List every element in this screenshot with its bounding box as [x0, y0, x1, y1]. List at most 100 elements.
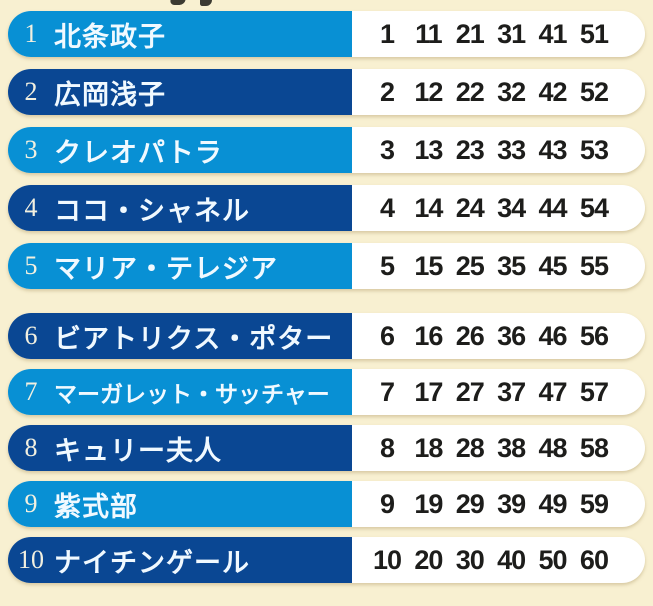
row-name-label: 7 マーガレット・サッチャー [8, 369, 352, 415]
number-cells: 7 17 27 37 47 57 [352, 369, 645, 415]
number-cell: 21 [455, 18, 485, 49]
number-cell: 33 [497, 134, 526, 165]
number-cell: 49 [538, 488, 568, 519]
row-rank: 4 [24, 193, 38, 222]
row-name: マリア・テレジア [54, 253, 278, 284]
number-cell: 17 [414, 376, 443, 407]
number-cells: 10 20 30 40 50 60 [352, 537, 645, 583]
number-cell: 35 [497, 250, 526, 281]
number-cell: 12 [414, 76, 443, 107]
row-name-label: 6 ビアトリクス・ポター [8, 313, 352, 359]
number-cells: 9 19 29 39 49 59 [352, 481, 645, 527]
number-cell: 24 [455, 192, 485, 223]
number-cell: 47 [538, 376, 568, 407]
number-cell: 7 [379, 376, 395, 407]
number-cell: 2 [379, 76, 395, 107]
number-cell: 36 [497, 320, 526, 351]
number-cell: 30 [455, 544, 485, 575]
row-rank: 3 [24, 135, 38, 164]
number-cells: 5 15 25 35 45 55 [352, 243, 645, 289]
row-name: クレオパトラ [54, 137, 223, 168]
number-cell: 37 [497, 376, 526, 407]
table-row: 4 14 24 34 44 54 4 ココ・シャネル [8, 185, 645, 231]
number-cell: 19 [414, 488, 443, 519]
row-name: ナイチンゲール [54, 547, 250, 578]
number-cell: 58 [579, 432, 609, 463]
cropped-glyph-mark [169, 0, 186, 5]
row-name: 北条政子 [54, 21, 166, 52]
number-cells: 3 13 23 33 43 53 [352, 127, 645, 173]
row-name: マーガレット・サッチャー [54, 381, 330, 407]
row-name-label: 4 ココ・シャネル [8, 185, 352, 231]
number-cell: 28 [455, 432, 485, 463]
number-cell: 48 [538, 432, 568, 463]
row-name-label: 1 北条政子 [8, 11, 352, 57]
number-cell: 25 [455, 250, 485, 281]
number-cells: 4 14 24 34 44 54 [352, 185, 645, 231]
row-name-label: 10 ナイチンゲール [8, 537, 352, 583]
row-name-label: 3 クレオパトラ [8, 127, 352, 173]
row-rank: 10 [18, 545, 44, 574]
number-cell: 1 [379, 18, 395, 49]
number-cells: 2 12 22 32 42 52 [352, 69, 645, 115]
row-name: ココ・シャネル [54, 195, 250, 226]
number-cells: 1 11 21 31 41 51 [352, 11, 645, 57]
number-cell: 15 [414, 250, 443, 281]
number-cell: 22 [455, 76, 485, 107]
number-cell: 60 [579, 544, 609, 575]
row-name: キュリー夫人 [54, 435, 222, 466]
table-row: 7 17 27 37 47 57 7 マーガレット・サッチャー [8, 369, 645, 415]
number-cells: 6 16 26 36 46 56 [352, 313, 645, 359]
number-cell: 18 [414, 432, 443, 463]
row-name-label: 2 広岡浅子 [8, 69, 352, 115]
number-cell: 43 [538, 134, 568, 165]
table-row: 8 18 28 38 48 58 8 キュリー夫人 [8, 425, 645, 471]
number-cell: 57 [579, 376, 609, 407]
number-cell: 10 [372, 544, 402, 575]
number-cell: 32 [497, 76, 526, 107]
number-cell: 44 [538, 192, 568, 223]
number-cell: 14 [414, 192, 443, 223]
number-cell: 34 [497, 192, 526, 223]
number-cell: 54 [579, 192, 609, 223]
row-rank: 2 [24, 77, 38, 106]
number-cell: 39 [497, 488, 526, 519]
row-name: 紫式部 [54, 491, 138, 522]
table-row: 2 12 22 32 42 52 2 広岡浅子 [8, 69, 645, 115]
number-cell: 42 [538, 76, 568, 107]
row-rank: 9 [24, 489, 38, 518]
row-rank: 7 [24, 377, 38, 406]
number-cell: 52 [579, 76, 609, 107]
cropped-glyph-mark [200, 0, 212, 6]
row-rank: 8 [24, 433, 38, 462]
row-name-label: 9 紫式部 [8, 481, 352, 527]
row-name-label: 5 マリア・テレジア [8, 243, 352, 289]
number-cell: 11 [415, 18, 443, 49]
row-name: 広岡浅子 [54, 79, 166, 110]
number-cell: 20 [414, 544, 443, 575]
row-rank: 1 [24, 19, 38, 48]
table-row: 1 11 21 31 41 51 1 北条政子 [8, 11, 645, 57]
table-row: 5 15 25 35 45 55 5 マリア・テレジア [8, 243, 645, 289]
number-cell: 3 [379, 134, 395, 165]
table-row: 9 19 29 39 49 59 9 紫式部 [8, 481, 645, 527]
number-cell: 13 [414, 134, 443, 165]
number-cell: 38 [497, 432, 526, 463]
number-cell: 8 [379, 432, 395, 463]
table-row: 3 13 23 33 43 53 3 クレオパトラ [8, 127, 645, 173]
number-cell: 9 [379, 488, 395, 519]
number-cell: 27 [455, 376, 485, 407]
number-cell: 31 [497, 18, 526, 49]
number-cell: 23 [455, 134, 485, 165]
table-row: 6 16 26 36 46 56 6 ビアトリクス・ポター [8, 313, 645, 359]
number-cells: 8 18 28 38 48 58 [352, 425, 645, 471]
number-cell: 53 [579, 134, 609, 165]
number-cell: 4 [379, 192, 395, 223]
number-cell: 50 [538, 544, 568, 575]
row-name-label: 8 キュリー夫人 [8, 425, 352, 471]
number-cell: 55 [579, 250, 609, 281]
row-rank: 6 [24, 321, 38, 350]
number-cell: 59 [579, 488, 609, 519]
